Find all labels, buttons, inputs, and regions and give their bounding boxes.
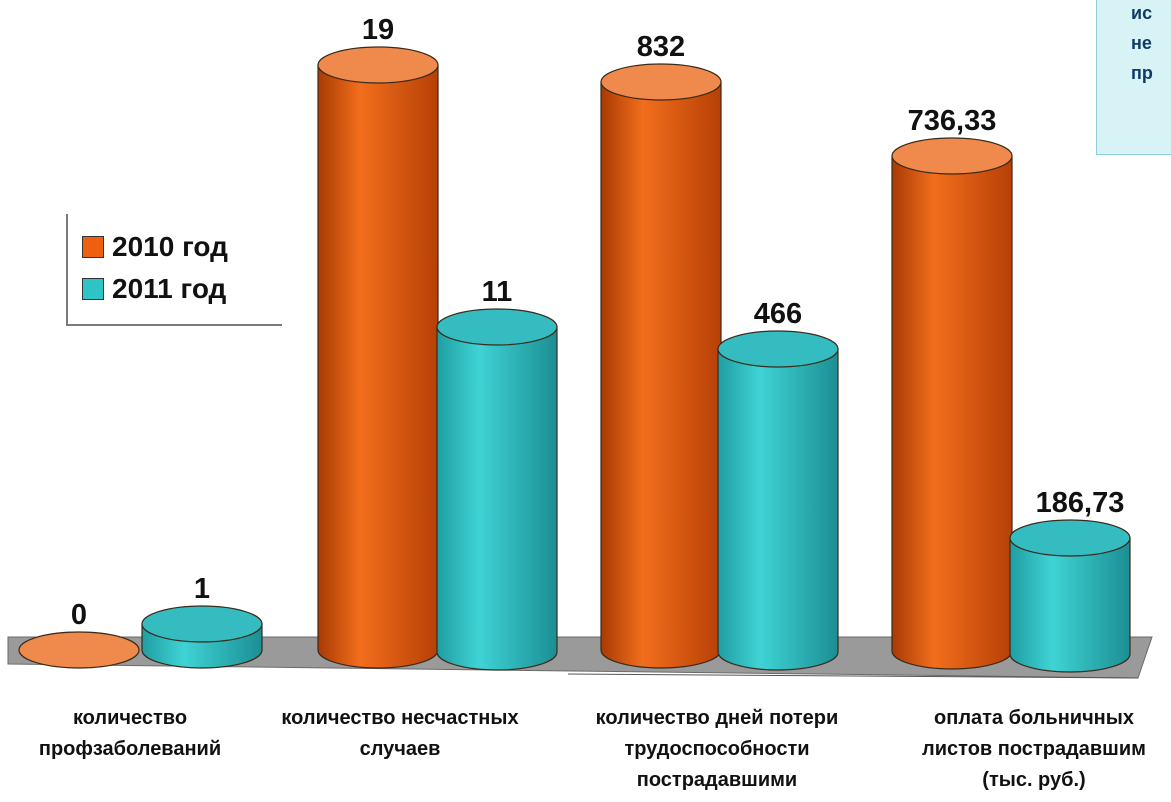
bar-top xyxy=(18,631,140,669)
category-label-line: количество дней потери xyxy=(595,707,839,729)
bar-body xyxy=(600,81,722,669)
info-note: ис не пр xyxy=(1096,0,1171,155)
category-label-accidents: количество несчастных случаев xyxy=(250,703,550,765)
category-label-line: профзаболеваний xyxy=(38,738,222,760)
category-label-line: оплата больничных xyxy=(934,707,1134,729)
legend-swatch-2010 xyxy=(82,236,104,258)
bar-top xyxy=(141,605,263,643)
legend-label-2010: 2010 год xyxy=(112,231,228,262)
legend-item-2011: 2011 год xyxy=(82,272,226,306)
data-label: 0 xyxy=(71,599,87,631)
data-label: 466 xyxy=(754,298,802,330)
bar-top xyxy=(317,46,439,84)
legend-item-2010: 2010 год xyxy=(82,230,228,264)
category-label-occupational-diseases: количество профзаболеваний xyxy=(0,703,280,765)
data-label: 19 xyxy=(362,14,394,46)
category-label-line: количество несчастных xyxy=(281,707,519,729)
bar-2010-год-occupational-diseases xyxy=(18,631,140,669)
bar-body xyxy=(317,64,439,669)
data-label: 832 xyxy=(637,31,685,63)
bar-2011-год-occupational-diseases xyxy=(141,605,263,669)
data-label: 1 xyxy=(194,573,210,605)
bar-2010-год-lost-workdays xyxy=(600,63,722,669)
bar-body xyxy=(717,348,839,671)
bar-top xyxy=(600,63,722,101)
data-label: 736,33 xyxy=(908,105,997,137)
bar-body xyxy=(1009,537,1131,673)
legend-swatch-2011 xyxy=(82,278,104,300)
bar-top xyxy=(717,330,839,368)
note-line: не xyxy=(1131,33,1152,53)
category-label-line: количество xyxy=(72,707,188,729)
data-label: 11 xyxy=(482,276,513,308)
bar-2011-год-sick-leave-payment xyxy=(1009,519,1131,673)
category-label-line: пострадавшими xyxy=(636,769,798,791)
note-line: пр xyxy=(1131,63,1153,83)
note-line: ис xyxy=(1131,3,1153,23)
category-label-line: листов пострадавшим xyxy=(922,738,1146,760)
legend-label-2011: 2011 год xyxy=(112,273,227,304)
data-label: 186,73 xyxy=(1036,487,1125,519)
chart-floor-edge xyxy=(567,673,1139,679)
bar-body xyxy=(891,155,1013,670)
category-label-line: (тыс. руб.) xyxy=(982,769,1086,791)
bar-body xyxy=(436,326,558,671)
category-label-line: трудоспособности xyxy=(624,738,810,760)
bar-2010-год-sick-leave-payment xyxy=(891,137,1013,670)
bar-2011-год-accidents xyxy=(436,308,558,671)
category-label-sick-leave-payment: оплата больничных листов пострадавшим (т… xyxy=(884,703,1171,796)
bar-top xyxy=(436,308,558,346)
legend: 2010 год 2011 год xyxy=(66,214,282,326)
bar-top xyxy=(891,137,1013,175)
category-label-lost-workdays: количество дней потери трудоспособности … xyxy=(567,703,867,796)
bar-2010-год-accidents xyxy=(317,46,439,669)
category-label-line: случаев xyxy=(359,738,441,760)
bar-top xyxy=(1009,519,1131,557)
bar-2011-год-lost-workdays xyxy=(717,330,839,671)
